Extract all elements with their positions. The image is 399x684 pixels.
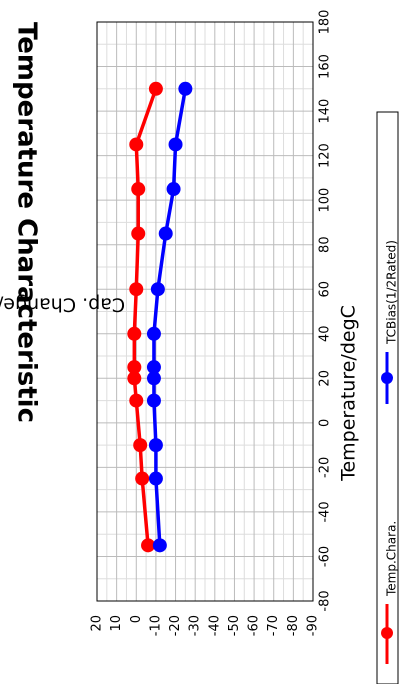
y-tick-label: 0 xyxy=(129,615,144,623)
series-0-point xyxy=(127,360,142,375)
y-tick-label: 20 xyxy=(90,615,105,632)
y-tick-label: -30 xyxy=(188,615,203,636)
series-1-point xyxy=(158,226,173,241)
series-0-point xyxy=(141,538,156,553)
series-layer xyxy=(127,81,193,553)
series-0-point xyxy=(127,326,142,341)
legend-label-temp-chara: Temp.Chara. xyxy=(385,521,399,597)
legend: Temp.Chara. TCBias(1/2Rated) xyxy=(376,111,399,684)
y-tick-label: -20 xyxy=(168,615,183,636)
series-1-point xyxy=(166,182,181,197)
series-0-point xyxy=(131,226,146,241)
y-tick-label: -90 xyxy=(306,615,321,636)
series-1-point xyxy=(146,326,161,341)
x-tick-label: 0 xyxy=(318,419,333,427)
x-tick-label: 20 xyxy=(318,370,333,387)
series-0-point xyxy=(129,137,144,152)
y-tick-labels: 20 10 0 -10 -20 -30 -40 -50 -60 -70 -80 -90 xyxy=(90,615,321,636)
series-1-point xyxy=(152,538,167,553)
x-tick-label: 100 xyxy=(318,188,333,213)
series-1-point xyxy=(168,137,183,152)
x-tick-label: 140 xyxy=(318,99,333,124)
series-0-point xyxy=(131,182,146,197)
x-tick-label: 120 xyxy=(318,143,333,168)
series-0-point xyxy=(129,393,144,408)
x-tick-label: -80 xyxy=(318,590,333,611)
x-tick-label: -60 xyxy=(318,546,333,567)
series-0-point xyxy=(127,371,142,386)
x-tick-label: 40 xyxy=(318,325,333,342)
series-1-point xyxy=(178,81,193,96)
series-1-point xyxy=(148,438,163,453)
x-tick-label: 60 xyxy=(318,281,333,298)
y-tick-label: -60 xyxy=(247,615,262,636)
legend-marker-temp-chara xyxy=(381,627,393,639)
y-tick-label: -70 xyxy=(266,615,281,636)
legend-marker-tcbias xyxy=(381,372,393,384)
series-1-point xyxy=(146,393,161,408)
x-tick-label: 180 xyxy=(318,10,333,35)
series-0-point xyxy=(135,471,150,486)
legend-label-tcbias: TCBias(1/2Rated) xyxy=(385,240,399,345)
y-tick-label: 10 xyxy=(109,615,124,632)
x-axis-title: Temperature/degC xyxy=(338,305,360,482)
y-tick-label: -80 xyxy=(286,615,301,636)
x-tick-label: -20 xyxy=(318,457,333,478)
x-tick-label: 80 xyxy=(318,236,333,253)
y-axis-title: Cap. Change/% xyxy=(0,294,125,316)
x-tick-label: 160 xyxy=(318,54,333,79)
y-tick-label: -40 xyxy=(207,615,222,636)
y-tick-label: -50 xyxy=(227,615,242,636)
chart-title: Temperature Characteristic xyxy=(12,22,42,423)
series-0-point xyxy=(129,282,144,297)
plot-frame xyxy=(96,21,314,602)
x-tick-label: -40 xyxy=(318,501,333,522)
minor-gridlines xyxy=(97,22,313,601)
series-1-point xyxy=(146,360,161,375)
series-1-point xyxy=(146,371,161,386)
series-1-point xyxy=(150,282,165,297)
series-0-point xyxy=(148,81,163,96)
series-1-point xyxy=(148,471,163,486)
y-tick-label: -10 xyxy=(148,615,163,636)
x-tick-labels: -80 -60 -40 -20 0 20 40 60 80 100 120 140 160 180 xyxy=(318,10,333,612)
series-0-point xyxy=(133,438,148,453)
